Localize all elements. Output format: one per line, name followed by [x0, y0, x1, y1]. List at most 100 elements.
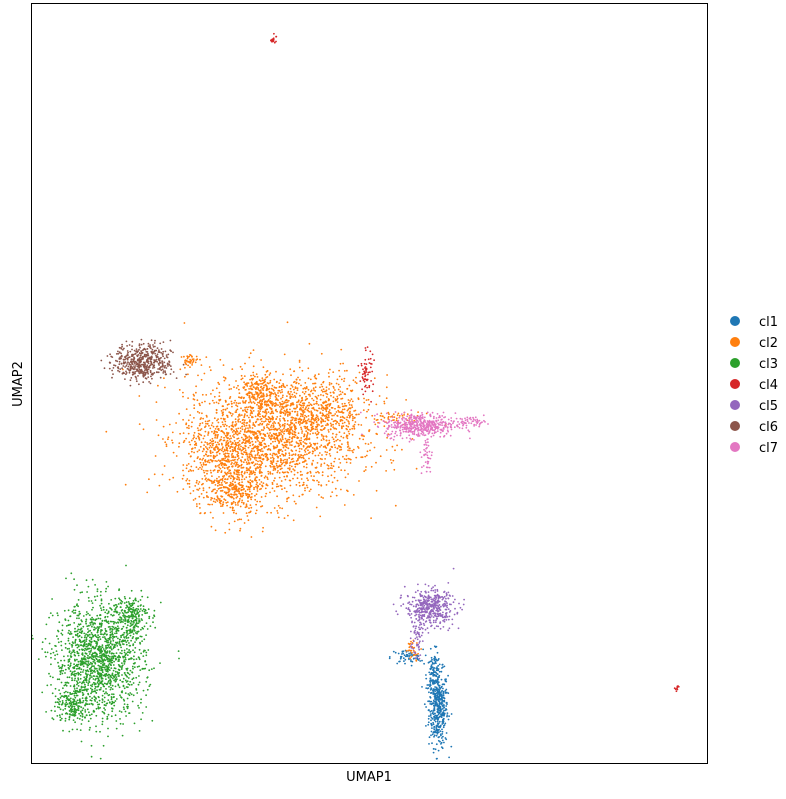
data-point [275, 432, 278, 435]
data-point [393, 419, 395, 421]
data-point [280, 403, 283, 405]
data-point [244, 435, 247, 438]
data-point [224, 486, 226, 489]
data-point [82, 625, 85, 628]
data-point [274, 422, 277, 424]
data-point [122, 698, 125, 701]
data-point [221, 478, 224, 481]
data-point [339, 445, 342, 448]
data-point [332, 371, 335, 373]
data-point [89, 624, 92, 626]
data-point [410, 664, 413, 667]
data-point [333, 387, 335, 389]
data-point [249, 511, 252, 513]
data-point [120, 652, 123, 655]
data-point [104, 668, 107, 671]
data-point [244, 383, 247, 386]
data-point [123, 651, 126, 654]
data-point [99, 638, 102, 641]
data-point [345, 424, 348, 427]
data-point [309, 442, 311, 444]
data-point [75, 668, 78, 670]
data-point [248, 388, 251, 390]
data-point [435, 717, 438, 720]
data-point [231, 402, 233, 405]
data-point [88, 650, 91, 653]
data-point [227, 468, 229, 470]
data-point [251, 440, 254, 443]
data-point [438, 693, 440, 695]
data-point [131, 700, 134, 703]
data-point [211, 490, 214, 492]
data-point [223, 436, 225, 439]
data-point [385, 386, 388, 389]
data-point [277, 422, 280, 425]
data-point [113, 704, 116, 707]
data-point [433, 727, 435, 729]
data-point [442, 717, 445, 720]
data-point [286, 423, 289, 426]
data-point [308, 437, 311, 440]
data-point [393, 468, 396, 471]
data-point [100, 590, 102, 593]
data-point [441, 667, 443, 669]
data-point [116, 641, 119, 644]
data-point [248, 456, 251, 459]
data-point [89, 640, 92, 643]
data-point [347, 449, 349, 452]
data-point [291, 430, 294, 432]
data-point [330, 394, 332, 397]
data-point [244, 447, 246, 450]
data-point [224, 457, 227, 460]
data-point [285, 462, 287, 465]
data-point [415, 653, 418, 656]
data-point [235, 463, 238, 466]
data-point [209, 511, 212, 514]
data-point [219, 438, 222, 441]
data-point [231, 405, 233, 408]
data-point [281, 406, 283, 408]
data-point [318, 424, 320, 426]
data-point [315, 414, 318, 417]
data-point [259, 456, 262, 459]
data-point [338, 422, 340, 425]
data-point [259, 389, 262, 392]
data-point [222, 413, 225, 416]
data-point [239, 427, 242, 429]
data-point [229, 440, 232, 443]
data-point [138, 658, 141, 661]
data-point [240, 473, 243, 476]
data-point [288, 454, 291, 457]
data-point [336, 451, 339, 454]
data-point [48, 642, 51, 645]
data-point [261, 423, 263, 426]
data-point [256, 382, 258, 385]
data-point [295, 484, 298, 486]
data-point [428, 715, 430, 717]
data-point [139, 642, 142, 645]
data-point [230, 388, 233, 390]
data-point [340, 411, 342, 414]
data-point [270, 426, 272, 428]
data-point [263, 476, 266, 479]
data-point [109, 675, 112, 678]
data-point [270, 410, 273, 413]
data-point [314, 432, 317, 434]
data-point [261, 399, 264, 401]
data-point [417, 411, 419, 413]
data-point [438, 720, 441, 723]
data-point [299, 441, 302, 444]
data-point [121, 649, 123, 652]
data-point [60, 632, 63, 635]
data-point [260, 395, 262, 398]
data-point [210, 424, 213, 427]
data-point [252, 410, 255, 412]
data-point [287, 467, 289, 470]
data-point [276, 429, 278, 432]
data-point [80, 627, 83, 630]
data-point [252, 443, 255, 446]
data-point [433, 674, 435, 677]
data-point [226, 439, 229, 442]
data-point [86, 666, 89, 668]
data-point [322, 409, 324, 412]
